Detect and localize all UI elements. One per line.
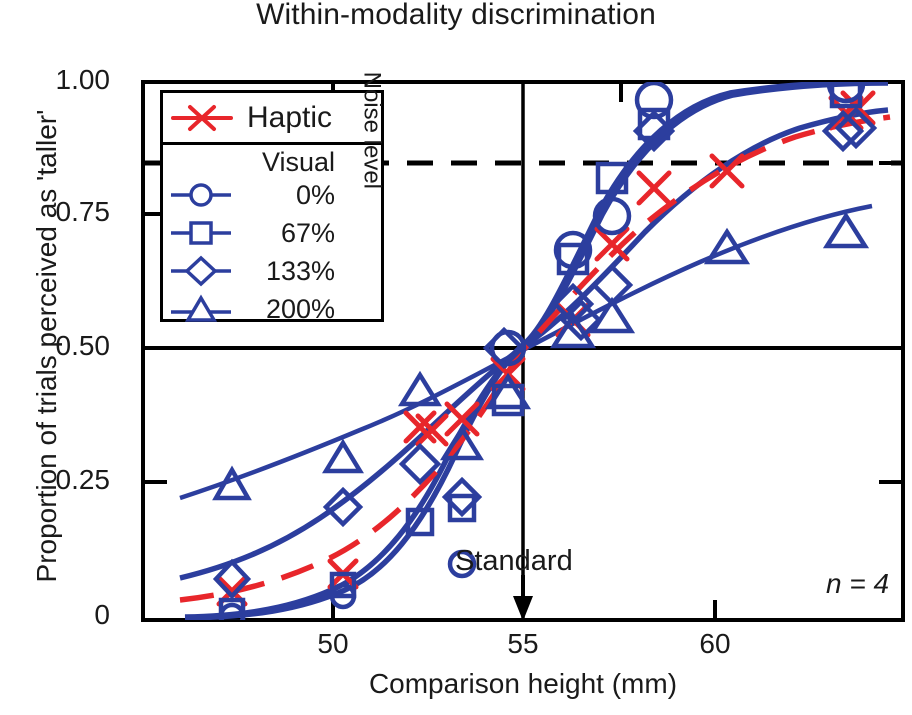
markers-visual-200 (212, 211, 870, 501)
legend-visual-group: Visual 0% (163, 72, 385, 328)
legend: Haptic Visual 0% (160, 72, 385, 322)
y-tick-label-025: 0.25 (55, 464, 111, 495)
x-tick-label-50: 50 (317, 628, 349, 659)
triangle-marker-icon (163, 292, 241, 326)
standard-arrow (513, 575, 533, 621)
markers-visual-133 (212, 106, 878, 600)
square-marker-icon (163, 216, 241, 250)
haptic-x-icon (163, 101, 241, 135)
legend-label-visual: Visual (261, 147, 335, 177)
legend-label-visual-133: 133% (265, 255, 335, 286)
legend-entry-visual-133[interactable]: 133% (163, 252, 381, 290)
y-tick-label-075: 0.75 (55, 196, 111, 227)
legend-entry-visual-200[interactable]: 200% (163, 290, 381, 328)
y-tick-label-1: 1.00 (55, 64, 111, 95)
circle-marker-icon (163, 178, 241, 212)
y-tick-label-0: 0 (94, 599, 110, 630)
standard-annotation-label: Standard (455, 545, 573, 577)
legend-axis-label-noise: Noise level (358, 71, 385, 189)
x-tick-label-55: 55 (507, 628, 539, 659)
legend-label-visual-67: 67% (280, 217, 335, 248)
legend-label-haptic: Haptic (247, 100, 333, 134)
diamond-marker-icon (163, 254, 241, 288)
legend-label-visual-200: 200% (265, 293, 335, 324)
x-axis-title: Comparison height (mm) (368, 668, 678, 699)
y-tick-label-050: 0.50 (55, 330, 111, 361)
legend-entry-visual-67[interactable]: 67% (163, 214, 381, 252)
page-title: Within-modality discrimination (256, 0, 656, 31)
legend-entry-visual-0[interactable]: 0% (163, 176, 381, 214)
legend-entry-haptic[interactable]: Haptic (163, 93, 381, 145)
legend-label-visual-0: 0% (295, 179, 335, 210)
sample-size-annotation-label: n = 4 (826, 568, 890, 599)
x-tick-label-60: 60 (699, 628, 731, 659)
